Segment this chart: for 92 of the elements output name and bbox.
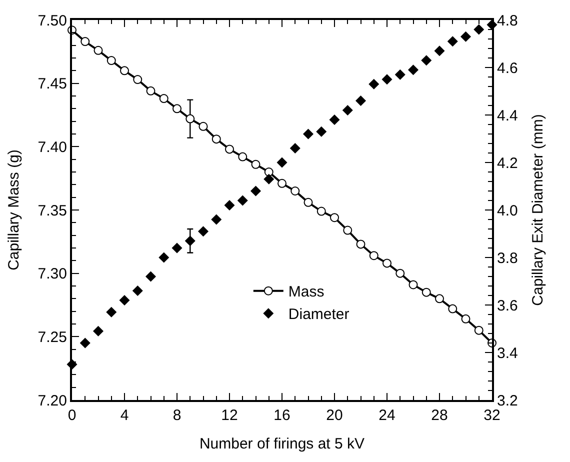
point bbox=[396, 268, 405, 278]
point bbox=[304, 198, 313, 207]
y-tick-label: 7.40 bbox=[38, 138, 67, 156]
point bbox=[106, 56, 116, 66]
point bbox=[159, 94, 168, 104]
point bbox=[342, 105, 353, 116]
y-tick-label: 7.50 bbox=[38, 12, 67, 30]
point bbox=[421, 55, 432, 66]
point bbox=[356, 96, 366, 106]
y-tick-label: 7.20 bbox=[38, 392, 67, 410]
point bbox=[93, 326, 104, 336]
x-tick-label: 28 bbox=[431, 407, 448, 424]
legend-label: Mass bbox=[288, 284, 324, 301]
point bbox=[133, 75, 142, 84]
y2-tick-label: 4.0 bbox=[497, 202, 518, 220]
point bbox=[224, 200, 235, 210]
point bbox=[408, 64, 418, 75]
point bbox=[225, 144, 234, 154]
point bbox=[395, 70, 406, 80]
x-tick-label: 0 bbox=[68, 407, 76, 424]
x-tick-label: 12 bbox=[221, 407, 238, 424]
point bbox=[186, 114, 195, 124]
y-tick-label: 7.35 bbox=[38, 202, 67, 220]
point bbox=[212, 134, 221, 144]
y2-tick-label: 4.6 bbox=[497, 60, 518, 77]
y-tick-label: 7.30 bbox=[38, 266, 67, 283]
point bbox=[369, 251, 378, 260]
point bbox=[290, 143, 300, 154]
point bbox=[146, 86, 156, 96]
point bbox=[316, 206, 326, 216]
point bbox=[120, 66, 129, 76]
y2-tick-label: 3.6 bbox=[497, 297, 518, 314]
point bbox=[474, 24, 484, 35]
point bbox=[158, 252, 169, 263]
point bbox=[290, 186, 300, 196]
point bbox=[238, 195, 248, 206]
point bbox=[422, 288, 431, 297]
x-tick-label: 16 bbox=[274, 407, 290, 424]
point bbox=[303, 128, 314, 140]
x-tick-label: 8 bbox=[172, 407, 182, 424]
point bbox=[329, 114, 340, 125]
y2-tick-label: 4.4 bbox=[497, 107, 518, 124]
point bbox=[461, 314, 470, 324]
point bbox=[368, 79, 379, 90]
x-tick-label: 24 bbox=[378, 407, 396, 424]
y-axis-title: Capillary Mass (g) bbox=[6, 150, 23, 270]
point bbox=[330, 213, 339, 222]
point bbox=[434, 46, 445, 56]
point bbox=[198, 122, 208, 131]
point bbox=[80, 338, 90, 348]
point bbox=[238, 152, 248, 162]
y-tick-label: 7.45 bbox=[38, 76, 67, 93]
point bbox=[250, 186, 261, 196]
point bbox=[132, 286, 143, 296]
point bbox=[316, 126, 326, 137]
point bbox=[172, 104, 182, 114]
point bbox=[251, 160, 260, 169]
point bbox=[146, 271, 156, 282]
point bbox=[382, 74, 392, 84]
point bbox=[460, 32, 471, 42]
point bbox=[474, 326, 484, 335]
point bbox=[278, 178, 286, 188]
y-tick-label: 7.25 bbox=[38, 328, 67, 346]
point bbox=[343, 226, 352, 235]
point bbox=[211, 214, 222, 225]
point bbox=[172, 242, 182, 254]
point bbox=[119, 295, 130, 306]
legend-label: Diameter bbox=[288, 306, 350, 324]
y2-tick-label: 3.8 bbox=[497, 250, 518, 267]
point bbox=[106, 307, 116, 318]
point bbox=[264, 168, 274, 176]
point bbox=[276, 157, 288, 168]
x-tick-label: 20 bbox=[326, 407, 343, 424]
y2-tick-label: 3.2 bbox=[497, 392, 518, 410]
point bbox=[264, 174, 274, 184]
point bbox=[382, 258, 392, 268]
point bbox=[80, 37, 90, 46]
point bbox=[448, 304, 458, 314]
y2-axis-title: Capillary Exit Diameter (mm) bbox=[529, 114, 546, 306]
point bbox=[435, 294, 444, 304]
x-axis-title: Number of firings at 5 kV bbox=[199, 436, 365, 452]
x-tick-label: 32 bbox=[484, 407, 500, 424]
point bbox=[94, 46, 103, 55]
point bbox=[408, 280, 418, 290]
point bbox=[198, 226, 208, 236]
y2-tick-label: 3.4 bbox=[497, 344, 518, 362]
y2-tick-label: 4.8 bbox=[497, 12, 518, 30]
x-tick-label: 4 bbox=[120, 407, 129, 424]
y2-tick-label: 4.2 bbox=[497, 154, 518, 172]
point bbox=[356, 240, 366, 249]
point bbox=[185, 236, 196, 246]
point bbox=[448, 36, 458, 46]
